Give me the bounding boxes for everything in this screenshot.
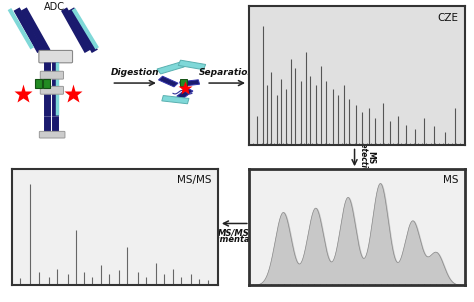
Text: MS/MS: MS/MS <box>177 175 212 185</box>
Text: Fragmentation: Fragmentation <box>200 235 269 244</box>
Text: ADC: ADC <box>44 2 65 11</box>
Bar <box>162 95 189 104</box>
Text: Separation: Separation <box>199 68 255 77</box>
FancyBboxPatch shape <box>39 131 65 138</box>
Text: MS/MS: MS/MS <box>219 229 250 238</box>
Text: MS: MS <box>366 151 375 165</box>
Text: Digestion: Digestion <box>111 68 159 77</box>
FancyBboxPatch shape <box>40 71 64 79</box>
Text: MS: MS <box>443 175 458 185</box>
Bar <box>35 79 42 88</box>
Bar <box>158 76 178 87</box>
Bar <box>180 79 187 86</box>
Text: Detection: Detection <box>359 137 368 179</box>
Bar <box>180 80 200 86</box>
Bar <box>177 88 193 99</box>
Text: CZE: CZE <box>437 13 458 23</box>
Bar <box>43 79 50 88</box>
FancyBboxPatch shape <box>40 86 64 94</box>
Bar <box>157 62 184 74</box>
FancyBboxPatch shape <box>39 50 73 63</box>
Bar <box>178 60 206 70</box>
